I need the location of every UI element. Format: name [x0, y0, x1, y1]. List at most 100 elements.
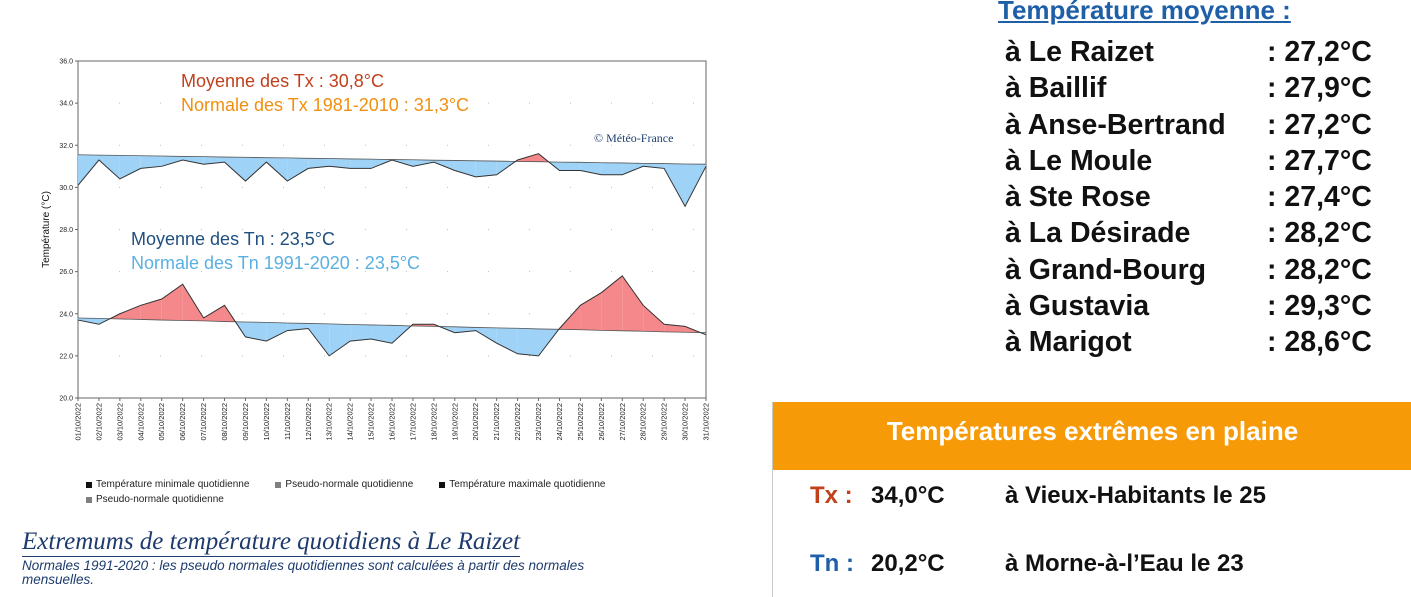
tx-location: à Vieux-Habitants le 25: [1005, 482, 1266, 509]
station-mean-temp: : 27,7°C: [1267, 144, 1372, 177]
legend-item-tx-normal: Pseudo-normale quotidienne: [86, 494, 224, 505]
x-tick-label: 24/10/2022: [555, 403, 564, 441]
tx-anomaly-area: [98, 155, 120, 179]
legend-item-tn: Température minimale quotidienne: [86, 479, 249, 490]
tx-normal-annotation: Normale des Tx 1981-2010 : 31,3°C: [181, 95, 470, 115]
x-tick-label: 06/10/2022: [178, 403, 187, 441]
station-name: à Le Raizet: [1005, 36, 1154, 68]
plot-area: [77, 60, 707, 399]
legend-swatch: [86, 481, 92, 488]
station-mean-temp: : 28,2°C: [1267, 217, 1372, 250]
tx-anomaly-area: [412, 159, 434, 167]
copyright-text: © Météo-France: [594, 131, 674, 145]
tx-anomaly-area: [454, 160, 476, 177]
y-tick-label: 30.0: [59, 185, 73, 192]
y-tick-label: 34.0: [59, 101, 73, 108]
x-tick-label: 31/10/2022: [702, 403, 711, 441]
station-mean-temp: : 29,3°C: [1267, 290, 1372, 323]
tx-anomaly-area: [78, 154, 99, 186]
tn-anomaly-area: [475, 327, 497, 344]
chart-legend: Température minimale quotidienne Pseudo-…: [86, 477, 606, 507]
tn-anomaly-area: [245, 321, 267, 342]
legend-item-tx: Température maximale quotidienne: [439, 479, 606, 490]
tx-anomaly-area: [245, 157, 267, 182]
x-tick-label: 19/10/2022: [450, 403, 459, 441]
tn-anomaly-area: [371, 324, 392, 344]
x-tick-label: 18/10/2022: [429, 403, 438, 441]
tn-location: à Morne-à-l’Eau le 23: [1005, 550, 1244, 577]
station-name: à Le Moule: [1005, 144, 1153, 177]
tn-anomaly-area: [601, 275, 623, 331]
mean-temperature-title: Température moyenne :: [998, 0, 1291, 25]
legend-item-tn-normal: Pseudo-normale quotidienne: [275, 479, 413, 490]
x-tick-label: 08/10/2022: [220, 403, 229, 441]
tn-anomaly-area: [622, 275, 644, 332]
tx-anomaly-area: [224, 157, 246, 182]
extremes-header: Températures extrêmes en plaine: [773, 402, 1411, 470]
y-tick-label: 24.0: [59, 311, 73, 318]
station-mean-temp: : 27,2°C: [1267, 36, 1372, 68]
y-tick-label: 20.0: [59, 396, 73, 403]
legend-swatch: [275, 481, 282, 488]
station-mean-temp: : 28,2°C: [1267, 253, 1372, 286]
tn-anomaly-area: [517, 328, 539, 356]
tx-line: [77, 153, 707, 208]
x-tick-label: 07/10/2022: [199, 403, 208, 441]
x-tick-label: 25/10/2022: [576, 403, 585, 441]
x-tick-label: 22/10/2022: [513, 403, 522, 441]
y-axis-label: Température (°C): [41, 191, 52, 268]
extremes-panel: Températures extrêmes en plaine Tx : 34,…: [772, 402, 1411, 597]
tn-anomaly-area: [119, 305, 141, 320]
tn-line: [77, 275, 707, 357]
tn-anomaly-area: [161, 284, 183, 321]
y-tick-label: 26.0: [59, 269, 73, 276]
tn_normal-line: [77, 317, 707, 334]
station-mean-temp: : 27,2°C: [1267, 108, 1372, 141]
tn-label: Tn :: [810, 550, 854, 577]
tx-anomaly-area: [266, 157, 288, 182]
station-mean-temp: : 27,4°C: [1267, 181, 1372, 214]
station-mean-temp: : 28,6°C: [1267, 326, 1372, 359]
tx-anomaly-area: [664, 163, 686, 207]
tn-mean-annotation: Moyenne des Tn : 23,5°C: [131, 229, 335, 249]
tx-anomaly-area: [140, 155, 162, 169]
x-tick-label: 17/10/2022: [408, 403, 417, 441]
tx-anomaly-area: [329, 158, 351, 169]
legend-label: Pseudo-normale quotidienne: [285, 479, 414, 490]
tx-anomaly-area: [350, 158, 372, 169]
legend-label: Température maximale quotidienne: [449, 479, 606, 490]
x-tick-label: 02/10/2022: [94, 403, 103, 441]
x-tick-label: 30/10/2022: [681, 403, 690, 441]
x-tick-label: 15/10/2022: [367, 403, 376, 441]
tn-anomaly-area: [78, 317, 99, 325]
x-tick-label: 23/10/2022: [534, 403, 543, 441]
station-name: à Marigot: [1005, 326, 1132, 359]
station-name: à Gustavia: [1005, 290, 1150, 323]
tx-anomaly-area: [182, 156, 204, 165]
x-tick-label: 29/10/2022: [660, 403, 669, 441]
x-tick-label: 04/10/2022: [136, 403, 145, 441]
tn-value: 20,2°C: [871, 550, 945, 577]
y-tick-label: 32.0: [59, 143, 73, 150]
tx-anomaly-area: [601, 162, 623, 175]
tn-anomaly-area: [580, 292, 602, 331]
station-name: à Grand-Bourg: [1005, 253, 1207, 286]
tn-anomaly-area: [308, 323, 330, 356]
x-tick-label: 26/10/2022: [597, 403, 606, 441]
tx-anomaly-area: [622, 162, 644, 175]
legend-swatch: [86, 496, 92, 503]
station-mean-temp: : 27,9°C: [1267, 72, 1372, 105]
tx-anomaly-area: [119, 155, 141, 179]
tx-value: 34,0°C: [871, 482, 945, 509]
tx-anomaly-area: [161, 155, 183, 167]
x-tick-label: 13/10/2022: [325, 403, 334, 441]
x-tick-label: 10/10/2022: [262, 403, 271, 441]
axes: 20.0 22.0 24.0 26.0 28.0 30.0 32.0 34.0 36.0 01/1…: [41, 59, 711, 441]
tx-mean-annotation: Moyenne des Tx : 30,8°C: [181, 71, 384, 91]
y-tick-label: 36.0: [59, 59, 73, 66]
x-tick-label: 28/10/2022: [639, 403, 648, 441]
tx-anomaly-area: [287, 157, 309, 182]
station-name: à Anse-Bertrand: [1005, 108, 1226, 141]
station-name: à La Désirade: [1005, 217, 1191, 250]
chart-caption-note: Normales 1991-2020 : les pseudo normales…: [22, 558, 585, 587]
